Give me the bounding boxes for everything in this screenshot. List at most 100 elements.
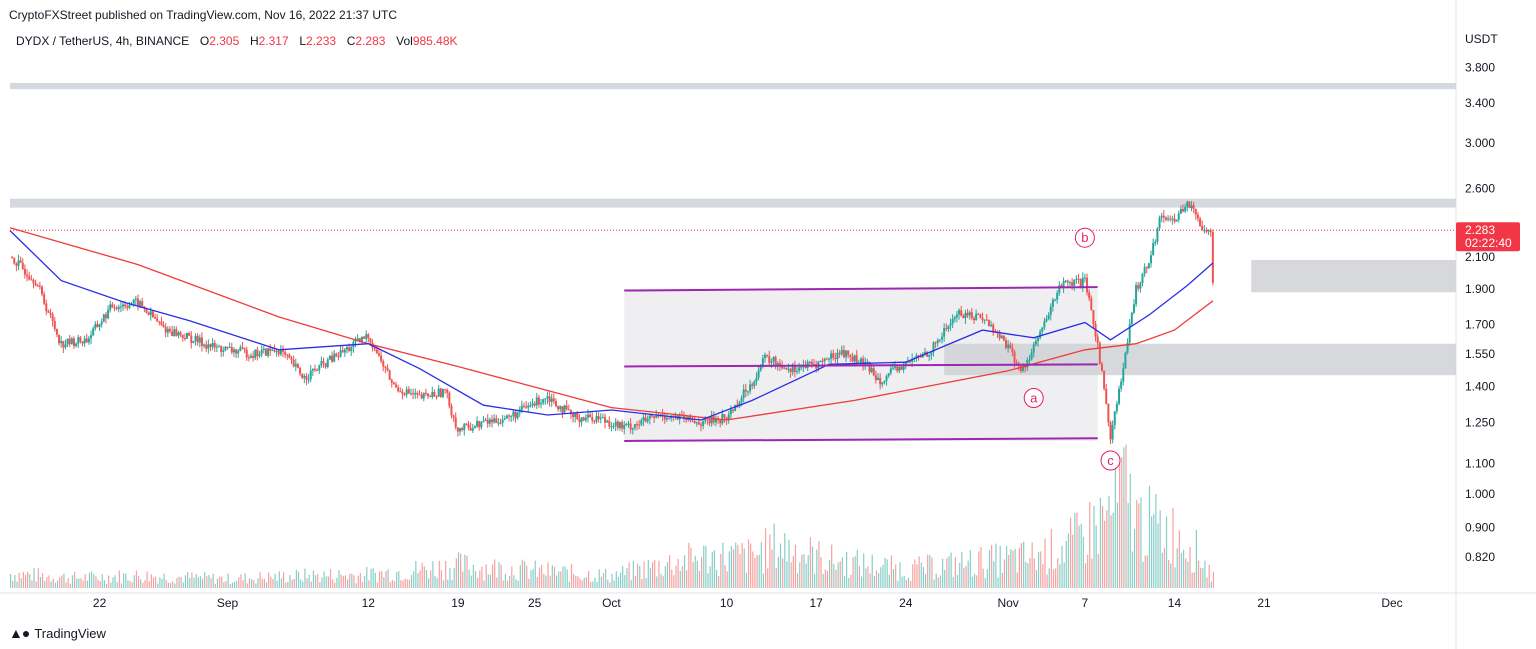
footer-brand[interactable]: ▲● TradingView (9, 625, 106, 641)
volume-bar (624, 575, 626, 588)
volume-bar (637, 563, 639, 588)
volume-bar (453, 568, 455, 588)
volume-bar (1057, 558, 1059, 588)
candle-body (582, 417, 585, 421)
wave-label-b: b (1081, 230, 1088, 245)
volume-bar (760, 542, 762, 588)
volume-bar (137, 575, 140, 588)
candle-body (819, 360, 822, 362)
candle-body (473, 426, 476, 429)
volume-bar (52, 578, 54, 588)
candle-body (183, 337, 186, 339)
volume-bar (632, 560, 634, 588)
volume-bar (1001, 572, 1003, 588)
volume-bar (20, 578, 22, 588)
volume-bar (692, 562, 694, 588)
volume-bar (950, 552, 952, 588)
candle-body (154, 317, 157, 319)
candle-body (49, 312, 52, 315)
volume-bar (534, 560, 536, 588)
candle-body (1150, 255, 1153, 264)
candle-body (695, 422, 698, 424)
volume-bar (169, 582, 172, 588)
volume-bar (833, 563, 835, 588)
volume-bar (1155, 493, 1157, 588)
volume-bar (406, 579, 408, 588)
candle-body (557, 406, 560, 410)
volume-bar (1185, 558, 1187, 588)
volume-bar (1084, 563, 1087, 588)
volume-bar (383, 577, 385, 588)
candle-body (254, 349, 257, 358)
volume-bar (80, 578, 82, 588)
candle-body (1152, 243, 1155, 256)
volume-bar (150, 574, 152, 588)
candle-body (111, 304, 114, 308)
volume-bar (954, 557, 957, 588)
candle-body (26, 274, 29, 277)
candle-body (917, 355, 920, 357)
volume-bar (530, 570, 532, 588)
candle-body (646, 418, 649, 422)
candle-body (836, 352, 839, 360)
candle-body (94, 323, 97, 329)
volume-bar (818, 541, 820, 588)
volume-bar (272, 579, 274, 588)
candle-body (648, 415, 651, 419)
candle-body (725, 417, 728, 420)
candle-body (237, 350, 240, 354)
volume-bar (622, 565, 624, 588)
volume-bar (739, 554, 741, 588)
candle-body (633, 424, 636, 428)
volume-bar (1072, 534, 1074, 588)
volume-bar (351, 573, 353, 588)
volume-bar (389, 582, 391, 588)
volume-bar (31, 580, 33, 588)
candle-body (1203, 230, 1206, 232)
symbol-label[interactable]: DYDX / TetherUS, 4h, BINANCE (16, 34, 190, 48)
candle-body (446, 389, 449, 393)
volume-bar (455, 558, 457, 588)
volume-bar (1016, 572, 1018, 588)
volume-bar (1091, 558, 1093, 588)
volume-bar (1037, 552, 1040, 588)
candle-body (514, 411, 517, 419)
volume-bar (980, 546, 982, 588)
candle-body (367, 334, 370, 339)
volume-bar (1119, 460, 1121, 588)
volume-bar (959, 562, 961, 588)
candle-body (290, 357, 293, 360)
volume-bar (334, 582, 336, 588)
ema-fast-line (9, 230, 1214, 421)
candle-body (1004, 340, 1007, 348)
volume-bar (854, 556, 856, 588)
candle-body (452, 415, 455, 418)
volume-bar (558, 571, 560, 588)
volume-bar (974, 573, 976, 588)
volume-bar (555, 575, 558, 588)
price-axis-unit: USDT (1465, 32, 1498, 46)
volume-bar (758, 555, 760, 588)
candle-body (1073, 279, 1076, 286)
volume-bar (937, 577, 939, 588)
volume-bar (304, 568, 306, 588)
candle-body (232, 349, 235, 353)
volume-bar (1095, 525, 1097, 588)
volume-bar (1031, 542, 1033, 588)
candle-body (561, 406, 564, 413)
volume-bar (123, 573, 125, 588)
candle-body (151, 311, 154, 318)
volume-bar (101, 574, 103, 588)
volume-bar (233, 581, 236, 588)
candle-body (459, 428, 462, 432)
volume-bar (905, 579, 907, 588)
volume-bar (216, 578, 219, 588)
time-axis-tick: 22 (93, 596, 107, 610)
price-axis-tick: 0.900 (1465, 520, 1495, 534)
time-axis-tick: Nov (997, 596, 1018, 610)
volume-bar (1146, 555, 1148, 588)
candle-body (898, 366, 901, 371)
candle-body (872, 368, 875, 376)
candle-body (384, 366, 387, 368)
